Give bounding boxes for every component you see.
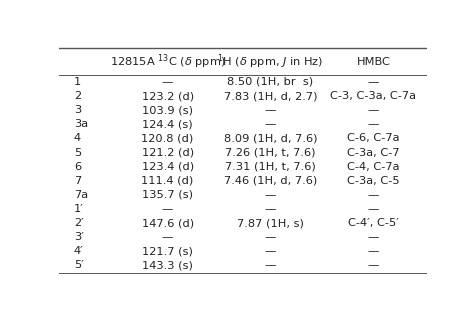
Text: C-3a, C-5: C-3a, C-5 (347, 176, 400, 186)
Text: —: — (265, 260, 276, 270)
Text: 2′: 2′ (74, 218, 84, 228)
Text: 8.09 (1H, d, 7.6): 8.09 (1H, d, 7.6) (224, 133, 317, 143)
Text: 8.50 (1H, br  s): 8.50 (1H, br s) (228, 77, 313, 87)
Text: 1: 1 (74, 77, 81, 87)
Text: —: — (368, 232, 379, 242)
Text: —: — (265, 105, 276, 115)
Text: 1′: 1′ (74, 204, 84, 214)
Text: —: — (368, 119, 379, 129)
Text: —: — (265, 119, 276, 129)
Text: 3a: 3a (74, 119, 88, 129)
Text: —: — (265, 190, 276, 200)
Text: C-6, C-7a: C-6, C-7a (347, 133, 400, 143)
Text: 3′: 3′ (74, 232, 84, 242)
Text: 123.2 (d): 123.2 (d) (142, 91, 194, 101)
Text: —: — (265, 204, 276, 214)
Text: 2: 2 (74, 91, 81, 101)
Text: 7.87 (1H, s): 7.87 (1H, s) (237, 218, 304, 228)
Text: 123.4 (d): 123.4 (d) (142, 162, 194, 172)
Text: —: — (368, 105, 379, 115)
Text: 12815A $^{13}$C ($\delta$ ppm): 12815A $^{13}$C ($\delta$ ppm) (110, 52, 226, 71)
Text: —: — (368, 77, 379, 87)
Text: —: — (162, 232, 173, 242)
Text: 143.3 (s): 143.3 (s) (142, 260, 193, 270)
Text: 121.2 (d): 121.2 (d) (142, 147, 194, 157)
Text: 7.26 (1H, t, 7.6): 7.26 (1H, t, 7.6) (225, 147, 316, 157)
Text: —: — (368, 204, 379, 214)
Text: 4′: 4′ (74, 246, 84, 256)
Text: 111.4 (d): 111.4 (d) (142, 176, 194, 186)
Text: 120.8 (d): 120.8 (d) (142, 133, 194, 143)
Text: 103.9 (s): 103.9 (s) (142, 105, 193, 115)
Text: —: — (162, 77, 173, 87)
Text: 5: 5 (74, 147, 81, 157)
Text: 7: 7 (74, 176, 81, 186)
Text: —: — (162, 204, 173, 214)
Text: 7.31 (1H, t, 7.6): 7.31 (1H, t, 7.6) (225, 162, 316, 172)
Text: $^{1}$H ($\delta$ ppm, $J$ in Hz): $^{1}$H ($\delta$ ppm, $J$ in Hz) (217, 52, 324, 71)
Text: 121.7 (s): 121.7 (s) (142, 246, 193, 256)
Text: 5′: 5′ (74, 260, 84, 270)
Text: —: — (368, 190, 379, 200)
Text: —: — (368, 246, 379, 256)
Text: 124.4 (s): 124.4 (s) (142, 119, 193, 129)
Text: —: — (265, 246, 276, 256)
Text: 4: 4 (74, 133, 81, 143)
Text: 3: 3 (74, 105, 81, 115)
Text: —: — (265, 232, 276, 242)
Text: C-4′, C-5′: C-4′, C-5′ (348, 218, 399, 228)
Text: 7.46 (1H, d, 7.6): 7.46 (1H, d, 7.6) (224, 176, 317, 186)
Text: C-3, C-3a, C-7a: C-3, C-3a, C-7a (330, 91, 416, 101)
Text: 147.6 (d): 147.6 (d) (142, 218, 194, 228)
Text: 135.7 (s): 135.7 (s) (142, 190, 193, 200)
Text: C-4, C-7a: C-4, C-7a (347, 162, 400, 172)
Text: 6: 6 (74, 162, 81, 172)
Text: —: — (368, 260, 379, 270)
Text: C-3a, C-7: C-3a, C-7 (347, 147, 400, 157)
Text: 7.83 (1H, d, 2.7): 7.83 (1H, d, 2.7) (224, 91, 317, 101)
Text: HMBC: HMBC (356, 57, 390, 67)
Text: 7a: 7a (74, 190, 88, 200)
